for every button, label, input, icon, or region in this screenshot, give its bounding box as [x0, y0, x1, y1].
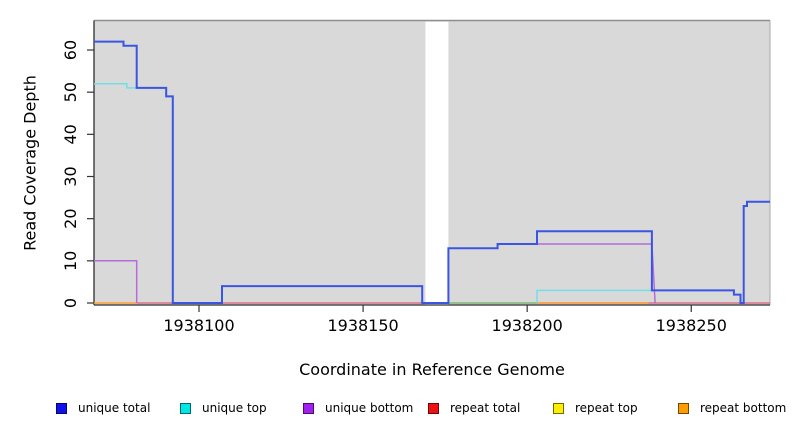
- y-tick-label: 10: [61, 251, 80, 271]
- series-line-unique-bottom: [94, 260, 138, 303]
- y-tick-label: 60: [61, 40, 80, 60]
- x-tick-label: 1938250: [656, 316, 727, 335]
- repeat-total-swatch-icon: [428, 402, 439, 414]
- legend-label: unique top: [202, 401, 267, 415]
- legend-item-unique-total: unique total: [56, 399, 150, 417]
- masked-region: [425, 21, 449, 305]
- legend-item-unique-bottom: unique bottom: [303, 399, 413, 417]
- x-tick-label: 1938150: [327, 316, 398, 335]
- y-tick-label: 30: [61, 166, 80, 186]
- legend-label: repeat total: [450, 401, 521, 415]
- x-axis-title: Coordinate in Reference Genome: [299, 360, 565, 379]
- legend-label: unique total: [78, 401, 151, 415]
- x-tick-label: 1938100: [163, 316, 234, 335]
- legend-item-repeat-top: repeat top: [553, 399, 638, 417]
- unique-total-swatch-icon: [56, 402, 67, 414]
- legend-item-repeat-total: repeat total: [428, 399, 520, 417]
- legend: unique total unique top unique bottom re…: [0, 399, 792, 419]
- y-axis-title: Read Coverage Depth: [20, 75, 40, 251]
- repeat-top-swatch-icon: [553, 402, 564, 414]
- y-tick-label: 50: [61, 82, 80, 102]
- series-line-unique-total: [94, 40, 770, 304]
- legend-item-repeat-bottom: repeat bottom: [678, 399, 786, 417]
- y-tick-label: 40: [61, 124, 80, 144]
- legend-label: unique bottom: [325, 401, 414, 415]
- unique-bottom-swatch-icon: [303, 402, 314, 414]
- unique-top-swatch-icon: [180, 402, 191, 414]
- series-line-unique-top: [536, 289, 652, 303]
- repeat-bottom-swatch-icon: [678, 402, 689, 414]
- legend-label: repeat bottom: [700, 401, 787, 415]
- x-tick-label: 1938200: [492, 316, 563, 335]
- legend-label: repeat top: [575, 401, 638, 415]
- y-tick-label: 0: [61, 298, 80, 308]
- y-tick-label: 20: [61, 208, 80, 228]
- legend-item-unique-top: unique top: [180, 399, 267, 417]
